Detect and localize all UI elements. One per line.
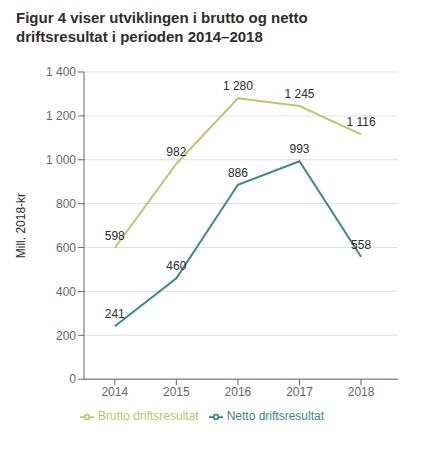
svg-text:460: 460: [166, 259, 186, 273]
svg-text:982: 982: [166, 145, 186, 159]
svg-text:400: 400: [56, 285, 76, 299]
svg-text:Mill. 2018-kr: Mill. 2018-kr: [14, 193, 28, 258]
svg-text:2018: 2018: [348, 385, 375, 399]
html-text:Netto driftsresultat: Netto driftsresultat: [226, 409, 324, 424]
svg-text:598: 598: [105, 229, 125, 243]
svg-text:1 116: 1 116: [346, 115, 375, 129]
svg-text:2016: 2016: [225, 385, 252, 399]
svg-text:1 000: 1 000: [46, 153, 76, 167]
svg-text:2015: 2015: [163, 385, 190, 399]
svg-text:1 245: 1 245: [284, 87, 314, 101]
html-text:Brutto driftsresultat: Brutto driftsresultat: [98, 409, 199, 424]
svg-text:2014: 2014: [101, 385, 128, 399]
svg-text:2017: 2017: [286, 385, 313, 399]
svg-text:1 200: 1 200: [46, 109, 76, 123]
html-text:Figur 4 viser utviklingen i br: Figur 4 viser utviklingen i brutto og ne…: [16, 9, 308, 26]
svg-text:1 280: 1 280: [223, 79, 253, 93]
svg-text:886: 886: [228, 166, 248, 180]
svg-text:800: 800: [56, 197, 76, 211]
html-text:driftsresultat i perioden 2014: driftsresultat i perioden 2014–2018: [16, 28, 263, 45]
svg-text:0: 0: [69, 372, 76, 386]
svg-text:200: 200: [56, 329, 76, 343]
svg-text:558: 558: [351, 238, 371, 252]
svg-text:1 400: 1 400: [46, 65, 76, 79]
svg-text:600: 600: [56, 241, 76, 255]
svg-text:241: 241: [105, 307, 125, 321]
svg-text:993: 993: [289, 142, 309, 156]
